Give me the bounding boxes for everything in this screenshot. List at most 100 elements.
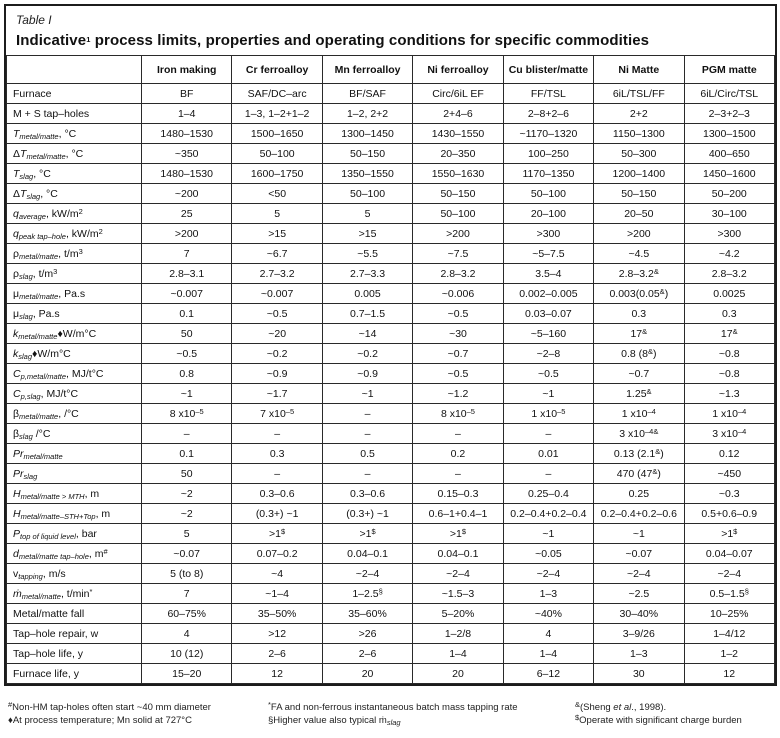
cell: ~7.5 [412,243,504,264]
footnote-line: §Higher value also typical ṁslag [268,715,401,727]
cell: 1.25& [593,383,685,404]
row-label: qaverage, kW/m2 [6,203,142,224]
row-label: Furnace [6,83,142,104]
cell: ~4.2 [683,243,776,264]
cell: 0.005 [321,283,414,304]
row-label: Hmetal/matte–STH+Top, m [6,503,142,524]
cell: ~1.7 [231,383,323,404]
cell: 10 (12) [140,643,233,664]
cell: ~2.5 [593,583,685,604]
table-row: Furnace BF SAF/DC–arc BF/SAF Circ/6iL EF FF/T… [6,83,776,104]
cell: ~0.7 [412,343,504,364]
cell: 50–100 [231,143,323,164]
cell: >200 [593,223,685,244]
table-row: Tap–hole life, y 10 (12) 2–6 2–6 1–4 1–4 1–3 1–… [6,643,776,664]
cell: 30–40% [593,603,685,624]
cell: 0.04–0.1 [412,543,504,564]
row-label: Metal/matte fall [6,603,142,624]
cell: ~2–4 [321,563,414,584]
table-frame: Table I Indicative1 process limits, prop… [4,4,777,686]
cell: – [321,403,414,424]
cell: ~30 [412,323,504,344]
cell: ~5.5 [321,243,414,264]
row-label: ρslag, t/m3 [6,263,142,284]
cell: 1480–1530 [140,123,233,144]
cell: <50 [231,183,323,204]
cell: ~1 [140,383,233,404]
cell: ~0.2 [321,343,414,364]
row-label: ΔTmetal/matte, °C [6,143,142,164]
row-label: Ptop of liquid level, bar [6,523,142,544]
cell: – [321,423,414,444]
cell: – [231,463,323,484]
cell: ~1.2 [412,383,504,404]
cell: 50–150 [412,183,504,204]
cell: 8 x10–5 [140,403,233,424]
cell: 470 (47&) [593,463,685,484]
cell: ~0.2 [231,343,323,364]
cell: 1150–1300 [593,123,685,144]
cell: ~1–4 [231,583,323,604]
cell: 100–250 [502,143,595,164]
row-label: Prmetal/matte [6,443,142,464]
cell: ~2–4 [683,563,776,584]
cell: – [412,423,504,444]
cell: 50 [140,323,233,344]
table-row: βmetal/matte, /°C 8 x10–5 7 x10–5–8 x10–5 1… [6,403,776,424]
cell: ~0.5 [412,303,504,324]
cell: 35–50% [231,603,323,624]
row-label: kmetal/matte♦W/m°C [6,323,142,344]
cell: 30 [593,663,685,684]
cell: ~1 [502,383,595,404]
cell: ~1.5–3 [412,583,504,604]
page-title: Indicative1 process limits, properties a… [16,32,650,49]
cell: 20–50 [593,203,685,224]
cell: SAF/DC–arc [231,83,323,104]
cell: 6–12 [502,663,595,684]
cell: 1–2 [683,643,776,664]
row-label: qpeak tap–hole, kW/m2 [6,223,142,244]
cell: >200 [412,223,504,244]
footnote-column: *FA and non-ferrous instantaneous batch … [268,701,568,727]
cell: 3–9/26 [593,623,685,644]
cell: 1 x10–5 [502,403,595,424]
cell: 2–8+2–6 [502,103,595,124]
table-row: Furnace life, y 15–20 12 20 20 6–12 30 12 [6,663,776,684]
cell: 4 [140,623,233,644]
footnote-column: #Non-HM tap-holes often start ~40 mm dia… [8,701,260,727]
cell: 5 [231,203,323,224]
cell: 1350–1550 [321,163,414,184]
cell: 6iL/Circ/TSL [683,83,776,104]
cell: 1–4 [140,103,233,124]
cell: ~1 [502,523,595,544]
cell: 0.3 [231,443,323,464]
table-row: ΔTmetal/matte, °C ~350 50–100 50–150 20–350 1… [6,143,776,164]
cell: FF/TSL [502,83,595,104]
column-header: PGM matte [683,55,776,84]
cell: 0.5–1.5§ [683,583,776,604]
cell: 1200–1400 [593,163,685,184]
cell: ~2–4 [502,563,595,584]
cell: 1–2/8 [412,623,504,644]
table-row: Hmetal/matte > MTH, m ~2 0.3–0.6 0.3–0.6 0.1… [6,483,776,504]
cell: 1170–1350 [502,163,595,184]
cell: ~0.07 [140,543,233,564]
column-header: Ni Matte [593,55,685,84]
cell: ~0.007 [140,283,233,304]
cell: 0.25 [593,483,685,504]
cell: 0.15–0.3 [412,483,504,504]
cell: 50–150 [321,143,414,164]
row-label: μslag, Pa.s [6,303,142,324]
row-label: Tap–hole repair, w [6,623,142,644]
table-row: Prslag 50– – – –470 (47&) ~450 [6,463,776,484]
row-label: Prslag [6,463,142,484]
table-row: M + S tap–holes 1–4 1–3, 1–2+1–2 1–2, 2+2 2+… [6,103,776,124]
cell: 1–3, 1–2+1–2 [231,103,323,124]
cell: >15 [321,223,414,244]
column-header: Iron making [140,55,233,84]
cell: 7 [140,583,233,604]
cell: 10–25% [683,603,776,624]
cell: 2.8–3.2& [593,263,685,284]
table-row: Ptop of liquid level, bar 5 >1$ >1$ >1$ ~1 ~1 >… [6,523,776,544]
cell: 25 [140,203,233,224]
